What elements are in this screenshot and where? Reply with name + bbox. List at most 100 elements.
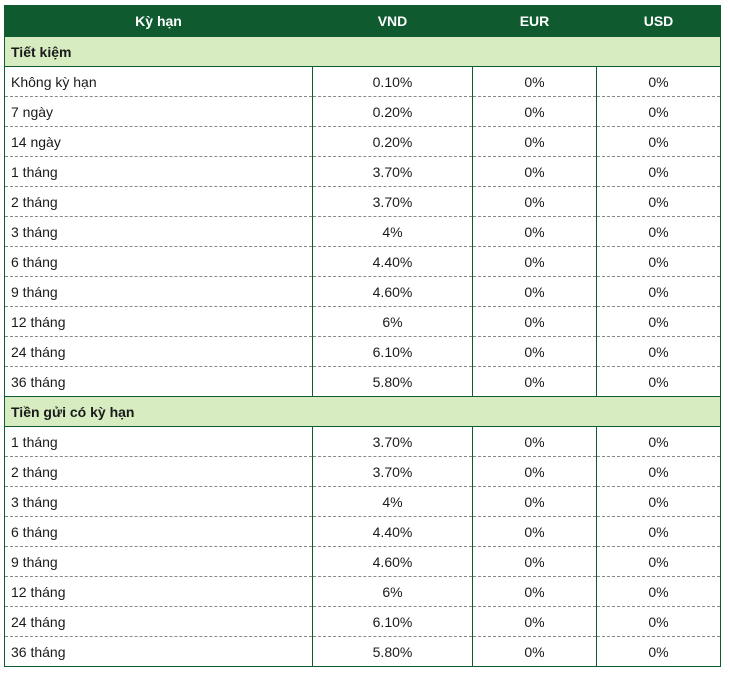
usd-cell: 0% (596, 336, 721, 367)
vnd-cell: 6% (312, 306, 473, 337)
table-row: 6 tháng 4.40% 0% 0% (4, 516, 721, 547)
eur-cell: 0% (472, 276, 597, 307)
table-row: 24 tháng 6.10% 0% 0% (4, 336, 721, 367)
usd-cell: 0% (596, 186, 721, 217)
term-cell: 7 ngày (4, 96, 313, 127)
vnd-cell: 3.70% (312, 186, 473, 217)
vnd-cell: 5.80% (312, 636, 473, 667)
usd-cell: 0% (596, 66, 721, 97)
term-cell: 9 tháng (4, 546, 313, 577)
eur-cell: 0% (472, 306, 597, 337)
vnd-cell: 4.60% (312, 546, 473, 577)
eur-cell: 0% (472, 486, 597, 517)
usd-cell: 0% (596, 516, 721, 547)
vnd-cell: 4% (312, 486, 473, 517)
eur-cell: 0% (472, 156, 597, 187)
table-row: 2 tháng 3.70% 0% 0% (4, 186, 721, 217)
usd-cell: 0% (596, 246, 721, 277)
table-row: 12 tháng 6% 0% 0% (4, 306, 721, 337)
table-row: 3 tháng 4% 0% 0% (4, 216, 721, 247)
table-row: 3 tháng 4% 0% 0% (4, 486, 721, 517)
table-row: 14 ngày 0.20% 0% 0% (4, 126, 721, 157)
eur-cell: 0% (472, 426, 597, 457)
usd-cell: 0% (596, 126, 721, 157)
vnd-cell: 3.70% (312, 426, 473, 457)
usd-cell: 0% (596, 156, 721, 187)
term-cell: 12 tháng (4, 306, 313, 337)
usd-cell: 0% (596, 606, 721, 637)
eur-cell: 0% (472, 576, 597, 607)
eur-cell: 0% (472, 336, 597, 367)
table-row: 12 tháng 6% 0% 0% (4, 576, 721, 607)
term-cell: Không kỳ hạn (4, 66, 313, 97)
term-cell: 36 tháng (4, 636, 313, 667)
eur-cell: 0% (472, 126, 597, 157)
header-vnd: VND (312, 5, 473, 37)
usd-cell: 0% (596, 216, 721, 247)
term-cell: 14 ngày (4, 126, 313, 157)
usd-cell: 0% (596, 426, 721, 457)
term-cell: 36 tháng (4, 366, 313, 397)
term-cell: 6 tháng (4, 246, 313, 277)
eur-cell: 0% (472, 606, 597, 637)
vnd-cell: 0.20% (312, 126, 473, 157)
table-row: 1 tháng 3.70% 0% 0% (4, 156, 721, 187)
table-header-row: Kỳ hạn VND EUR USD (4, 5, 721, 37)
table-row: 24 tháng 6.10% 0% 0% (4, 606, 721, 637)
section-header-savings: Tiết kiệm (4, 36, 721, 67)
usd-cell: 0% (596, 546, 721, 577)
eur-cell: 0% (472, 186, 597, 217)
term-cell: 2 tháng (4, 456, 313, 487)
table-row: 9 tháng 4.60% 0% 0% (4, 276, 721, 307)
vnd-cell: 5.80% (312, 366, 473, 397)
term-cell: 1 tháng (4, 426, 313, 457)
table-body: Tiết kiệm Không kỳ hạn 0.10% 0% 0% 7 ngà… (4, 36, 721, 667)
vnd-cell: 4.40% (312, 516, 473, 547)
usd-cell: 0% (596, 636, 721, 667)
vnd-cell: 6.10% (312, 606, 473, 637)
term-cell: 3 tháng (4, 486, 313, 517)
eur-cell: 0% (472, 366, 597, 397)
table-row: 7 ngày 0.20% 0% 0% (4, 96, 721, 127)
eur-cell: 0% (472, 546, 597, 577)
usd-cell: 0% (596, 576, 721, 607)
term-cell: 12 tháng (4, 576, 313, 607)
term-cell: 24 tháng (4, 606, 313, 637)
eur-cell: 0% (472, 66, 597, 97)
table-row: 36 tháng 5.80% 0% 0% (4, 366, 721, 397)
vnd-cell: 4% (312, 216, 473, 247)
vnd-cell: 0.20% (312, 96, 473, 127)
table-row: 2 tháng 3.70% 0% 0% (4, 456, 721, 487)
table-row: 36 tháng 5.80% 0% 0% (4, 636, 721, 667)
term-cell: 9 tháng (4, 276, 313, 307)
eur-cell: 0% (472, 96, 597, 127)
table-row: 6 tháng 4.40% 0% 0% (4, 246, 721, 277)
header-eur: EUR (472, 5, 597, 37)
usd-cell: 0% (596, 306, 721, 337)
vnd-cell: 6% (312, 576, 473, 607)
usd-cell: 0% (596, 366, 721, 397)
eur-cell: 0% (472, 216, 597, 247)
term-cell: 6 tháng (4, 516, 313, 547)
usd-cell: 0% (596, 486, 721, 517)
usd-cell: 0% (596, 276, 721, 307)
vnd-cell: 4.60% (312, 276, 473, 307)
eur-cell: 0% (472, 246, 597, 277)
header-usd: USD (596, 5, 721, 37)
section-header-term-deposit: Tiền gửi có kỳ hạn (4, 396, 721, 427)
section-title: Tiền gửi có kỳ hạn (4, 396, 721, 427)
vnd-cell: 4.40% (312, 246, 473, 277)
table-row: 9 tháng 4.60% 0% 0% (4, 546, 721, 577)
usd-cell: 0% (596, 456, 721, 487)
eur-cell: 0% (472, 456, 597, 487)
vnd-cell: 0.10% (312, 66, 473, 97)
table-row: 1 tháng 3.70% 0% 0% (4, 426, 721, 457)
section-title: Tiết kiệm (4, 36, 721, 67)
term-cell: 1 tháng (4, 156, 313, 187)
header-term: Kỳ hạn (4, 5, 313, 37)
vnd-cell: 6.10% (312, 336, 473, 367)
interest-rate-table: Kỳ hạn VND EUR USD Tiết kiệm Không kỳ hạ… (4, 5, 721, 667)
eur-cell: 0% (472, 636, 597, 667)
eur-cell: 0% (472, 516, 597, 547)
usd-cell: 0% (596, 96, 721, 127)
